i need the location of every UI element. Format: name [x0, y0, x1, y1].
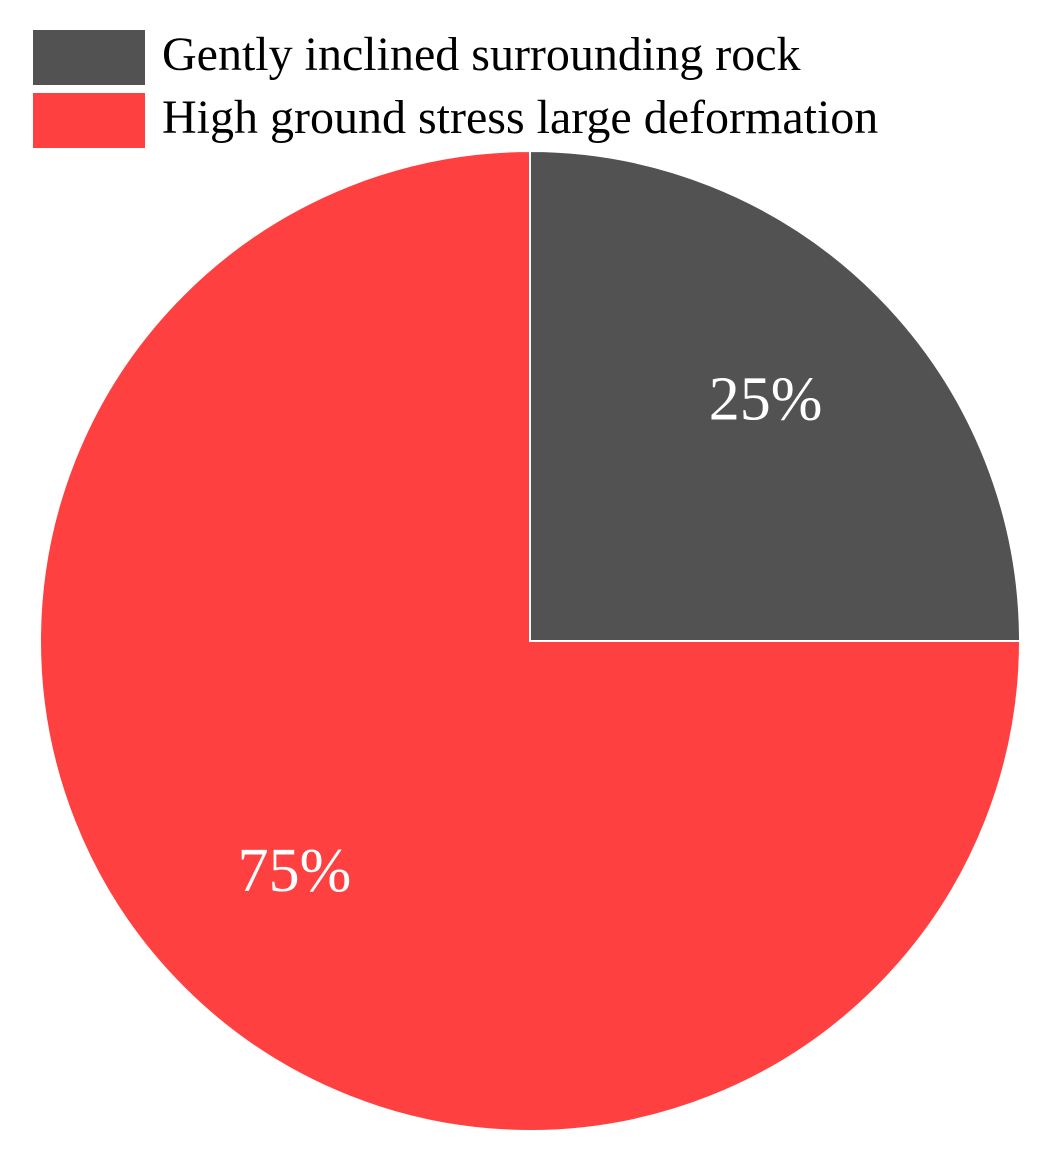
value-label: 25%	[709, 366, 823, 434]
value-label: 75%	[238, 837, 352, 905]
legend-swatch	[33, 30, 145, 85]
legend-label: High ground stress large deformation	[162, 91, 878, 144]
pie-slice	[529, 149, 1022, 642]
pie-slice	[39, 149, 1022, 1132]
legend-label: Gently inclined surrounding rock	[162, 28, 801, 81]
legend-swatch	[33, 93, 145, 148]
